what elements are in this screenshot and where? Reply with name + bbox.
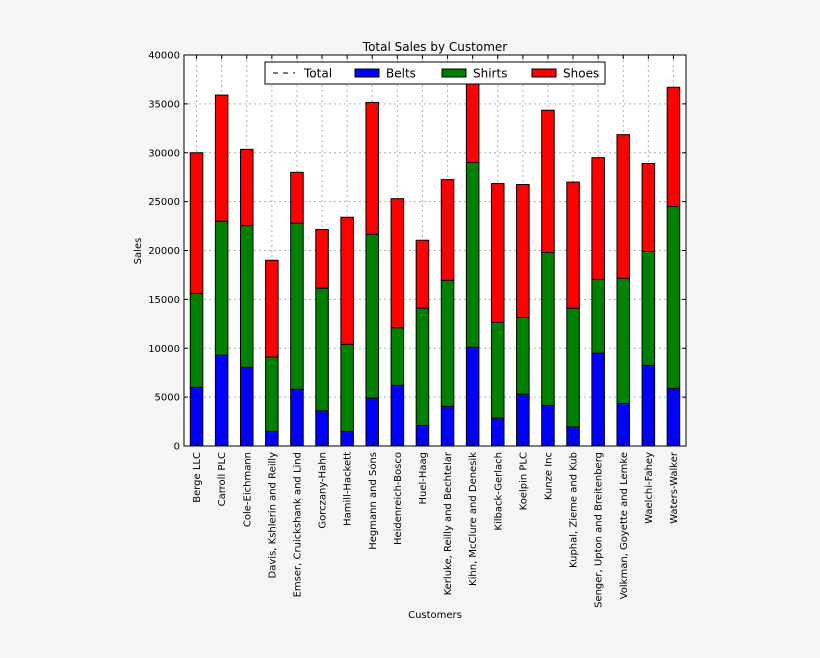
bar-shoes (616, 134, 631, 279)
bar-shirts (390, 327, 405, 386)
x-tick-label: Kihn, McClure and Denesik (468, 452, 479, 586)
bar-belts (189, 386, 204, 447)
x-tick-label: Davis, Kshlerin and Reilly (267, 452, 278, 579)
bar-belts (641, 364, 656, 447)
bar-belts (239, 366, 254, 447)
x-tick-label: Kerluke, Reilly and Bechtelar (443, 451, 454, 595)
bar-belts (516, 393, 530, 447)
legend-label: Shirts (473, 67, 507, 81)
bar-shirts (340, 343, 354, 432)
x-tick-label: Hamill-Hackett (343, 452, 354, 526)
x-axis-label: Customers (408, 610, 462, 621)
legend-swatch-shirts (441, 68, 467, 78)
x-tick-label: Berge LLC (192, 452, 203, 503)
bar-shoes (214, 94, 229, 222)
bar-shirts (641, 250, 656, 366)
bar-shirts (415, 307, 430, 426)
y-tick-label: 30000 (148, 148, 180, 159)
bar-shoes (440, 179, 455, 281)
x-tick-label: Volkman, Goyette and Lemke (619, 452, 630, 599)
x-tick-label: Heidenreich-Bosco (393, 452, 404, 545)
x-tick-label: Koelpin PLC (518, 452, 529, 510)
bar-belts (666, 387, 681, 447)
bar-shoes (490, 183, 505, 323)
legend-label: Belts (386, 67, 416, 81)
bar-belts (440, 405, 455, 447)
bar-shoes (315, 228, 329, 289)
bar-belts (290, 388, 304, 447)
bar-shoes (390, 198, 405, 329)
bar-shirts (541, 251, 555, 406)
bar-belts (616, 402, 631, 447)
bar-shoes (591, 157, 605, 280)
bar-belts (541, 404, 555, 447)
bar-belts (465, 346, 480, 447)
bar-shoes (415, 239, 430, 309)
x-tick-label: Waelchi-Fahey (644, 452, 655, 524)
bar-belts (315, 410, 329, 447)
y-tick-label: 25000 (148, 197, 180, 208)
x-tick-label: Hegmann and Sons (368, 452, 379, 550)
bar-belts (390, 384, 405, 447)
bar-shirts (365, 233, 380, 399)
bar-shoes (666, 86, 681, 208)
bar-shoes (541, 109, 555, 253)
x-tick-label: Emser, Cruickshank and Lind (292, 452, 303, 597)
bar-shoes (189, 152, 204, 295)
x-tick-label: Kilback-Gerlach (493, 452, 504, 531)
bar-belts (591, 352, 605, 447)
x-tick-label: Kunze Inc (543, 452, 554, 500)
y-tick-label: 5000 (155, 393, 180, 404)
legend-label: Shoes (563, 67, 599, 81)
bar-shirts (214, 220, 229, 356)
x-tick-label: Gorczany-Hahn (318, 452, 329, 529)
bar-belts (365, 397, 380, 447)
legend-label: Total (303, 67, 332, 81)
bar-shoes (465, 82, 480, 164)
y-tick-label: 35000 (148, 99, 180, 110)
y-tick-label: 20000 (148, 246, 180, 257)
bar-shirts (440, 279, 455, 407)
chart-title: Total Sales by Customer (362, 40, 507, 54)
x-tick-label: Carroll PLC (217, 452, 228, 506)
x-tick-label: Huel-Haag (418, 452, 429, 505)
y-tick-label: 40000 (148, 51, 180, 62)
bar-shirts (290, 222, 304, 390)
legend-swatch-belts (354, 68, 380, 78)
bar-shirts (315, 287, 329, 412)
bar-shirts (490, 321, 505, 419)
bar-shirts (465, 162, 480, 348)
bar-belts (490, 417, 505, 447)
bar-shoes (365, 101, 380, 235)
bar-shirts (265, 356, 279, 432)
bar-shirts (616, 277, 631, 404)
x-tick-label: Waters-Walker (669, 451, 680, 524)
x-tick-label: Kuphal, Zieme and Kub (569, 452, 580, 568)
bar-shoes (516, 184, 530, 318)
bar-shirts (591, 278, 605, 354)
bar-shoes (265, 259, 279, 358)
bar-shirts (666, 206, 681, 389)
y-tick-label: 0 (174, 442, 180, 453)
bar-shirts (239, 225, 254, 368)
y-axis-label: Sales (133, 238, 144, 265)
bar-shirts (516, 316, 530, 395)
bar-shoes (566, 181, 580, 309)
legend-swatch-shoes (531, 68, 557, 78)
legend-box (264, 61, 606, 85)
bar-belts (214, 354, 229, 447)
bar-shoes (641, 163, 656, 252)
x-tick-label: Cole-Eichmann (242, 452, 253, 527)
legend: Total Belts Shirts Shoes (264, 61, 606, 85)
bar-shoes (340, 216, 354, 345)
y-tick-label: 15000 (148, 295, 180, 306)
bar-shirts (189, 293, 204, 388)
bar-shirts (566, 307, 580, 428)
x-tick-label: Senger, Upton and Breitenberg (594, 452, 605, 608)
bar-shoes (239, 148, 254, 227)
bar-shoes (290, 171, 304, 224)
y-tick-label: 10000 (148, 344, 180, 355)
